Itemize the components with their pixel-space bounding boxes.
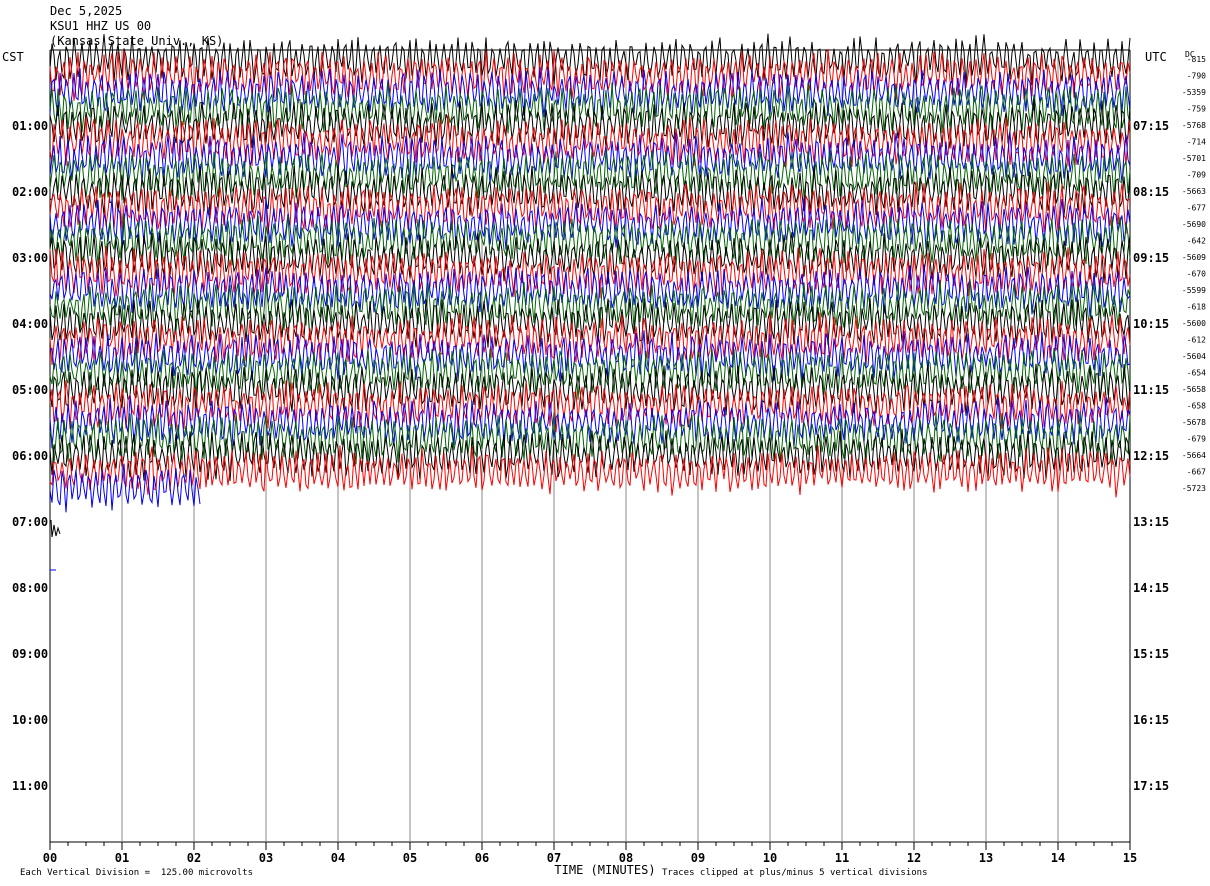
cst-hour-label: 07:00 bbox=[12, 515, 49, 529]
seismic-trace bbox=[49, 428, 1131, 481]
utc-hour-label: 09:15 bbox=[1133, 251, 1170, 265]
seismic-trace bbox=[49, 67, 1131, 118]
x-tick-label: 12 bbox=[907, 851, 921, 865]
utc-hour-label: 16:15 bbox=[1133, 713, 1170, 727]
scale-note: Each Vertical Division = 125.00 microvol… bbox=[20, 868, 253, 878]
seismic-trace bbox=[49, 463, 201, 513]
seismic-trace bbox=[49, 380, 1131, 433]
seismic-trace bbox=[50, 519, 61, 538]
x-axis-label: TIME (MINUTES) bbox=[554, 863, 656, 877]
seismic-trace bbox=[49, 149, 1131, 201]
seismic-trace bbox=[49, 312, 1131, 366]
seismic-trace bbox=[49, 48, 1131, 101]
dc-offset-label: -815 bbox=[1187, 55, 1206, 64]
dc-offset-label: -759 bbox=[1187, 105, 1206, 114]
dc-offset-label: -654 bbox=[1187, 369, 1206, 378]
x-tick-label: 11 bbox=[835, 851, 849, 865]
x-tick-label: 01 bbox=[115, 851, 129, 865]
dc-offset-label: -5678 bbox=[1182, 418, 1206, 427]
x-tick-label: 10 bbox=[763, 851, 777, 865]
dc-offset-label: -5701 bbox=[1182, 154, 1206, 163]
x-tick-label: 13 bbox=[979, 851, 993, 865]
dc-offset-label: -5663 bbox=[1182, 187, 1206, 196]
dc-offset-label: -790 bbox=[1187, 72, 1206, 81]
x-tick-label: 06 bbox=[475, 851, 489, 865]
dc-offset-label: -670 bbox=[1187, 270, 1206, 279]
dc-offset-label: -709 bbox=[1187, 171, 1206, 180]
seismic-trace bbox=[49, 164, 1131, 217]
date-label: Dec 5,2025 bbox=[50, 4, 123, 18]
utc-hour-label: 07:15 bbox=[1133, 119, 1170, 133]
x-tick-label: 03 bbox=[259, 851, 273, 865]
utc-hour-label: 14:15 bbox=[1133, 581, 1170, 595]
dc-offset-label: -642 bbox=[1187, 237, 1206, 246]
seismic-trace bbox=[49, 395, 1131, 449]
utc-hour-label: 11:15 bbox=[1133, 383, 1170, 397]
dc-offset-label: -677 bbox=[1187, 204, 1206, 213]
x-tick-label: 04 bbox=[331, 851, 345, 865]
x-tick-label: 02 bbox=[187, 851, 201, 865]
utc-hour-label: 08:15 bbox=[1133, 185, 1170, 199]
cst-hour-label: 11:00 bbox=[12, 779, 49, 793]
x-tick-label: 14 bbox=[1051, 851, 1065, 865]
cst-hour-label: 03:00 bbox=[12, 251, 49, 265]
clip-note: Traces clipped at plus/minus 5 vertical … bbox=[662, 868, 928, 878]
dc-offset-label: -5359 bbox=[1182, 88, 1206, 97]
seismic-trace bbox=[49, 346, 1131, 400]
cst-hour-label: 10:00 bbox=[12, 713, 49, 727]
seismic-trace bbox=[49, 279, 1131, 334]
seismic-trace bbox=[49, 114, 1131, 168]
x-tick-label: 07 bbox=[547, 851, 561, 865]
seismic-trace bbox=[49, 445, 1131, 498]
utc-hour-label: 10:15 bbox=[1133, 317, 1170, 331]
station-label: KSU1 HHZ US 00 bbox=[50, 19, 152, 33]
dc-offset-label: -5723 bbox=[1182, 484, 1206, 493]
x-tick-label: 15 bbox=[1123, 851, 1137, 865]
dc-offset-label: -679 bbox=[1187, 435, 1206, 444]
seismic-trace bbox=[49, 33, 1131, 86]
seismic-trace bbox=[49, 82, 1131, 134]
cst-hour-label: 04:00 bbox=[12, 317, 49, 331]
dc-offset-label: -5600 bbox=[1182, 319, 1206, 328]
x-tick-label: 09 bbox=[691, 851, 705, 865]
dc-offset-label: -5609 bbox=[1182, 253, 1206, 262]
dc-offset-label: -5599 bbox=[1182, 286, 1206, 295]
x-tick-label: 00 bbox=[43, 851, 57, 865]
dc-offset-label: -5768 bbox=[1182, 121, 1206, 130]
cst-hour-label: 02:00 bbox=[12, 185, 49, 199]
utc-hour-label: 17:15 bbox=[1133, 779, 1170, 793]
dc-offset-label: -5604 bbox=[1182, 352, 1206, 361]
seismic-trace bbox=[49, 298, 1131, 350]
seismic-trace bbox=[49, 197, 1131, 251]
cst-hour-label: 05:00 bbox=[12, 383, 49, 397]
utc-hour-label: 15:15 bbox=[1133, 647, 1170, 661]
seismic-trace bbox=[49, 411, 1131, 466]
dc-offset-label: -5658 bbox=[1182, 385, 1206, 394]
seismic-trace bbox=[49, 231, 1131, 284]
cst-hour-label: 09:00 bbox=[12, 647, 49, 661]
dc-offset-label: -612 bbox=[1187, 336, 1206, 345]
x-tick-label: 05 bbox=[403, 851, 417, 865]
cst-hour-label: 01:00 bbox=[12, 119, 49, 133]
cst-hour-label: 06:00 bbox=[12, 449, 49, 463]
right-axis-title: UTC bbox=[1145, 50, 1167, 64]
dc-offset-label: -618 bbox=[1187, 303, 1206, 312]
utc-hour-label: 12:15 bbox=[1133, 449, 1170, 463]
seismic-trace bbox=[49, 330, 1131, 382]
dc-title: DC bbox=[1185, 50, 1195, 59]
dc-offset-label: -5664 bbox=[1182, 451, 1206, 460]
location-label: (Kansas State Univ., KS) bbox=[50, 34, 224, 48]
cst-hour-label: 08:00 bbox=[12, 581, 49, 595]
seismic-trace bbox=[49, 246, 1131, 299]
dc-offset-label: -5690 bbox=[1182, 220, 1206, 229]
dc-offset-label: -667 bbox=[1187, 468, 1206, 477]
dc-offset-label: -714 bbox=[1187, 138, 1206, 147]
seismic-trace bbox=[49, 363, 1131, 416]
dc-offset-label: -658 bbox=[1187, 402, 1206, 411]
utc-hour-label: 13:15 bbox=[1133, 515, 1170, 529]
left-axis-title: CST bbox=[2, 50, 24, 64]
x-tick-label: 08 bbox=[619, 851, 633, 865]
